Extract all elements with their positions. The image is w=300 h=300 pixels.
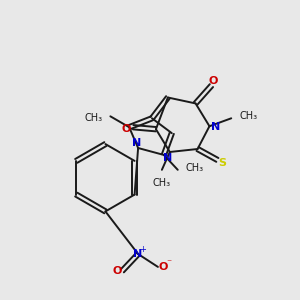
Text: CH₃: CH₃ — [84, 113, 102, 123]
Text: N: N — [134, 249, 143, 259]
Text: O: O — [158, 262, 168, 272]
Text: O: O — [209, 76, 218, 85]
Text: O: O — [122, 124, 131, 134]
Text: CH₃: CH₃ — [239, 111, 257, 121]
Text: +: + — [140, 244, 146, 253]
Text: ⁻: ⁻ — [166, 258, 171, 268]
Text: O: O — [112, 266, 122, 276]
Text: S: S — [218, 158, 226, 168]
Text: CH₃: CH₃ — [153, 178, 171, 188]
Text: N: N — [211, 122, 220, 132]
Text: N: N — [131, 138, 141, 148]
Text: CH₃: CH₃ — [186, 163, 204, 173]
Text: N: N — [163, 153, 172, 163]
